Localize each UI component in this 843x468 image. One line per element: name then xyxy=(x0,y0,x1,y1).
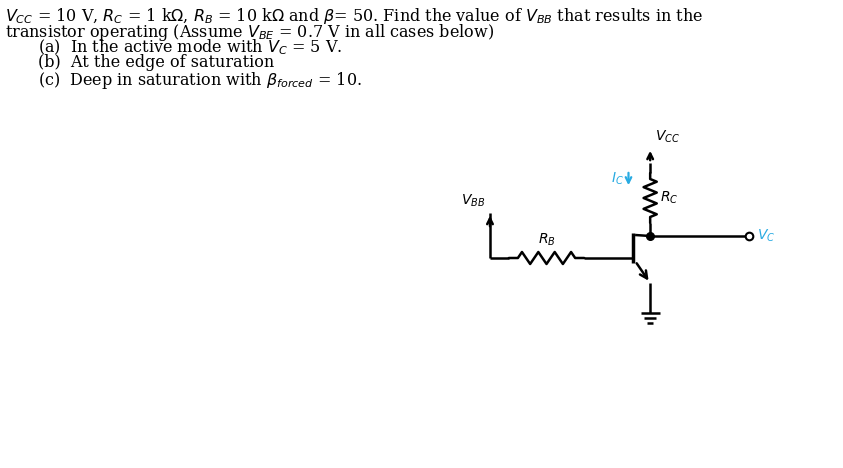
Text: $I_C$: $I_C$ xyxy=(611,171,624,187)
Text: (c)  Deep in saturation with $\beta_{forced}$ = 10.: (c) Deep in saturation with $\beta_{forc… xyxy=(38,70,362,91)
Text: (a)  In the active mode with $V_C$ = 5 V.: (a) In the active mode with $V_C$ = 5 V. xyxy=(38,38,342,58)
Text: $V_{CC}$ = 10 V, $R_C$ = 1 k$\Omega$, $R_B$ = 10 k$\Omega$ and $\beta$= 50. Find: $V_{CC}$ = 10 V, $R_C$ = 1 k$\Omega$, $R… xyxy=(5,6,703,26)
Text: $R_B$: $R_B$ xyxy=(538,232,556,248)
Text: $R_C$: $R_C$ xyxy=(659,190,678,206)
Text: $V_{CC}$: $V_{CC}$ xyxy=(655,129,680,145)
Text: $V_C$: $V_C$ xyxy=(757,228,775,244)
Text: (b)  At the edge of saturation: (b) At the edge of saturation xyxy=(38,54,274,71)
Text: transistor operating (Assume $V_{BE}$ = 0.7 V in all cases below): transistor operating (Assume $V_{BE}$ = … xyxy=(5,22,494,43)
Text: $V_{BB}$: $V_{BB}$ xyxy=(461,193,486,209)
